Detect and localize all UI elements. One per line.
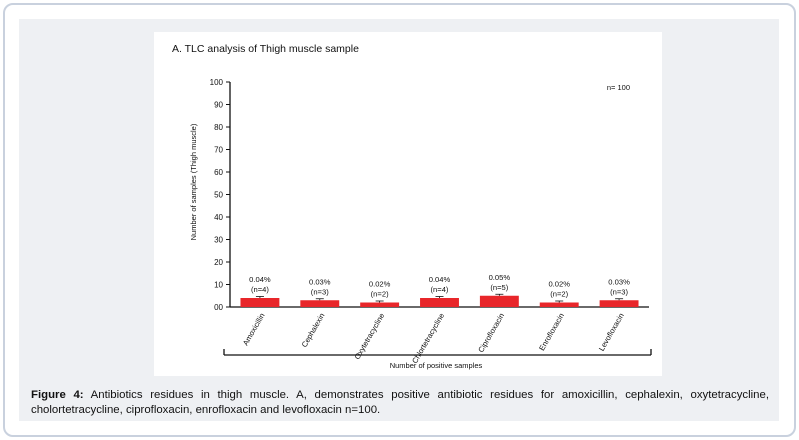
chart-area: A. TLC analysis of Thigh muscle sample n… — [154, 32, 662, 376]
x-tick-label: Cephalexin — [300, 312, 327, 349]
y-axis: 00 10 20 30 40 50 60 70 80 90 100 — [210, 78, 231, 312]
bar-percent-label: 0.04% — [249, 275, 271, 284]
bar-count-label: (n=3) — [610, 287, 628, 296]
bar-count-label: (n=5) — [490, 283, 508, 292]
bars — [240, 293, 639, 307]
bar — [360, 302, 400, 307]
x-axis-label: Number of positive samples — [390, 361, 483, 370]
bar-percent-label: 0.03% — [608, 277, 630, 286]
y-tick-label: 100 — [210, 78, 224, 87]
y-tick-label: 60 — [214, 168, 223, 177]
bar — [479, 295, 519, 307]
y-tick-label: 50 — [214, 190, 223, 199]
bar-chart: A. TLC analysis of Thigh muscle sample n… — [172, 43, 652, 370]
figure-frame: A. TLC analysis of Thigh muscle sample n… — [3, 3, 796, 437]
x-tick-label: Amoxicillin — [241, 312, 267, 348]
bar-percent-label: 0.05% — [489, 273, 511, 282]
y-tick-label: 00 — [214, 303, 223, 312]
x-tick-label: Levofloxacin — [597, 311, 626, 352]
bar-percent-label: 0.02% — [369, 280, 391, 289]
x-tick-labels: Amoxicillin Cephalexin Oxytetracycline Chlo… — [241, 311, 626, 364]
bar — [240, 298, 280, 307]
chart-title: A. TLC analysis of Thigh muscle sample — [172, 43, 359, 55]
bar-count-label: (n=2) — [550, 290, 568, 299]
x-tick-label: Oxytetracycline — [353, 312, 387, 361]
bar-percent-label: 0.02% — [548, 280, 570, 289]
bar — [599, 300, 639, 307]
y-tick-label: 80 — [214, 123, 223, 132]
y-tick-label: 70 — [214, 145, 223, 154]
y-axis-label: Number of samples (Thigh muscle) — [189, 123, 198, 240]
bar-labels: 0.04%(n=4)0.03%(n=3)0.02%(n=2)0.04%(n=4)… — [249, 273, 630, 299]
y-tick-label: 40 — [214, 213, 223, 222]
bar-percent-label: 0.04% — [429, 275, 451, 284]
x-axis-bracket — [223, 349, 652, 356]
figure-caption: Figure 4: Antibiotics residues in thigh … — [31, 388, 769, 418]
caption-label: Figure 4: — [31, 389, 84, 401]
sample-size-annotation: n= 100 — [607, 83, 630, 92]
figure-panel: A. TLC analysis of Thigh muscle sample n… — [19, 19, 779, 421]
y-tick-label: 90 — [214, 100, 223, 109]
bar — [539, 302, 579, 307]
x-tick-label: Chlortetracycline — [410, 312, 446, 365]
bar-count-label: (n=4) — [431, 285, 449, 294]
bar-count-label: (n=4) — [251, 285, 269, 294]
bar — [420, 298, 459, 307]
bar — [300, 300, 340, 307]
y-tick-label: 20 — [214, 258, 223, 267]
x-tick-label: Ciprofloxacin — [476, 312, 506, 355]
bar-percent-label: 0.03% — [309, 277, 331, 286]
y-tick-label: 30 — [214, 235, 223, 244]
x-tick-label: Enrofloxacin — [537, 312, 566, 353]
bar-count-label: (n=3) — [311, 287, 329, 296]
bar-count-label: (n=2) — [371, 290, 389, 299]
caption-text: Antibiotics residues in thigh muscle. A,… — [31, 389, 769, 416]
y-tick-label: 10 — [214, 280, 223, 289]
